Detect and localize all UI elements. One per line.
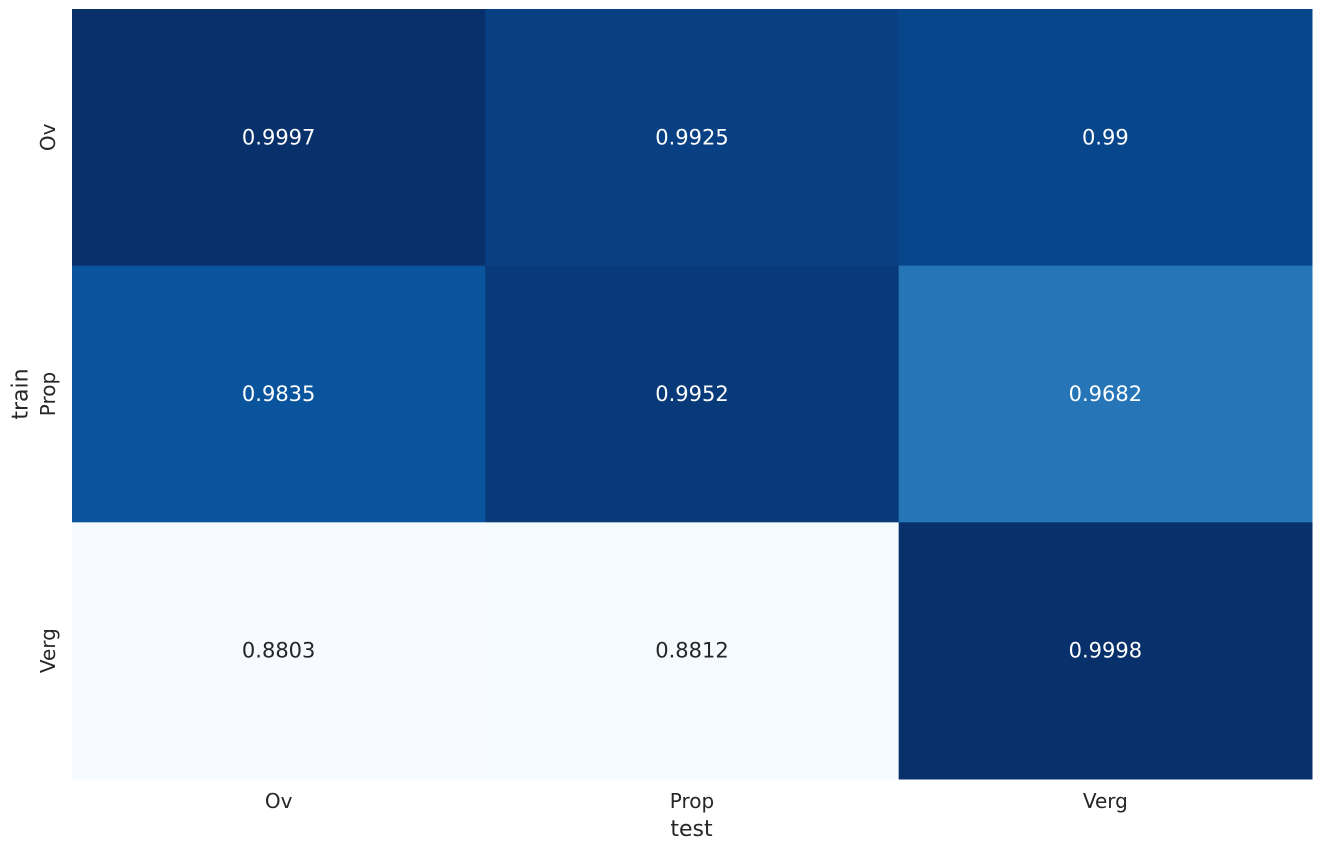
- cell-value-label: 0.8812: [655, 639, 728, 663]
- cell-value-label: 0.99: [1082, 125, 1129, 149]
- heatmap-cell: [898, 522, 1313, 780]
- heatmap-cell: [72, 522, 486, 780]
- y-tick-labels: Ov Prop Verg: [36, 123, 60, 673]
- heatmap-cell: [485, 522, 900, 780]
- x-axis-title: test: [670, 817, 713, 842]
- cell-value-label: 0.9998: [1069, 639, 1142, 663]
- y-axis-title: train: [9, 368, 34, 419]
- y-tick-label: Prop: [36, 372, 60, 416]
- cell-value-label: 0.8803: [242, 639, 315, 663]
- cell-value-label: 0.9952: [655, 382, 728, 406]
- heatmap-cell: [72, 9, 486, 267]
- cell-value-label: 0.9682: [1069, 382, 1142, 406]
- cell-value-label: 0.9925: [655, 125, 728, 149]
- heatmap-cell: [72, 265, 486, 523]
- heatmap-cell: [898, 9, 1313, 267]
- x-tick-label: Prop: [670, 789, 714, 813]
- y-tick-label: Verg: [36, 628, 60, 673]
- x-tick-label: Ov: [265, 789, 293, 813]
- heatmap-cell: [485, 265, 900, 523]
- heatmap-cell: [485, 9, 900, 267]
- heatmap-cells: [72, 9, 1313, 780]
- x-tick-labels: Ov Prop Verg: [265, 789, 1128, 813]
- cell-value-label: 0.9997: [242, 125, 315, 149]
- x-tick-label: Verg: [1083, 789, 1128, 813]
- cell-value-label: 0.9835: [242, 382, 315, 406]
- cell-value-labels: 0.9997 0.9925 0.99 0.9835 0.9952 0.9682 0.8803…: [242, 125, 1142, 662]
- heatmap-cell: [898, 265, 1313, 523]
- y-tick-label: Ov: [36, 123, 60, 151]
